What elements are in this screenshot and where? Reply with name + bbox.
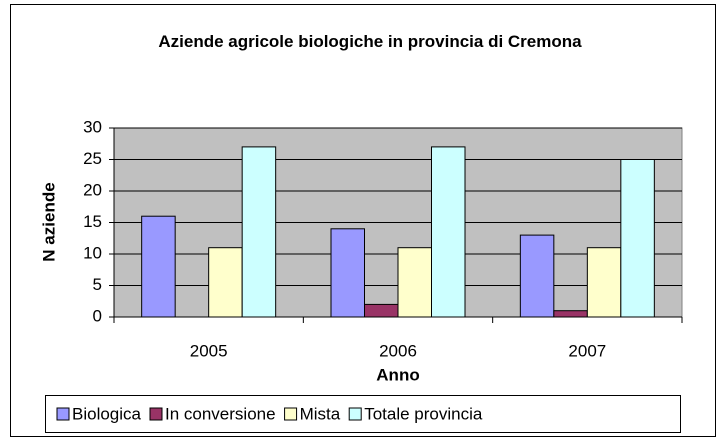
legend-label: In conversione: [165, 404, 276, 423]
x-tick-label: 2005: [190, 341, 228, 360]
bar: [519, 234, 555, 318]
legend-label: Mista: [300, 404, 341, 423]
bar: [241, 146, 277, 318]
bar: [364, 303, 399, 318]
legend-swatch: [56, 407, 70, 421]
x-tick-label: 2007: [568, 341, 606, 360]
bar: [553, 310, 588, 318]
y-tick-label: 20: [83, 180, 102, 199]
bar: [620, 159, 655, 318]
bar: [141, 215, 176, 318]
y-tick-label: 25: [83, 149, 102, 168]
legend-label: Biologica: [72, 404, 142, 423]
x-tick-label: 2006: [379, 341, 417, 360]
chart-title: Aziende agricole biologiche in provincia…: [158, 32, 582, 51]
bar: [208, 247, 243, 318]
bar: [586, 247, 622, 318]
legend-swatch: [348, 407, 362, 421]
legend-label: Totale provincia: [364, 404, 483, 423]
bar: [397, 247, 432, 318]
y-tick-label: 0: [93, 306, 102, 325]
x-axis-label: Anno: [376, 365, 419, 384]
y-tick-label: 30: [83, 117, 102, 136]
y-tick-label: 5: [93, 275, 102, 294]
y-axis-label: N aziende: [39, 182, 58, 261]
bar: [431, 146, 466, 318]
bar: [330, 228, 365, 318]
legend-swatch: [284, 407, 298, 421]
y-tick-label: 15: [83, 212, 102, 231]
legend-swatch: [149, 407, 163, 421]
y-tick-label: 10: [83, 243, 102, 262]
